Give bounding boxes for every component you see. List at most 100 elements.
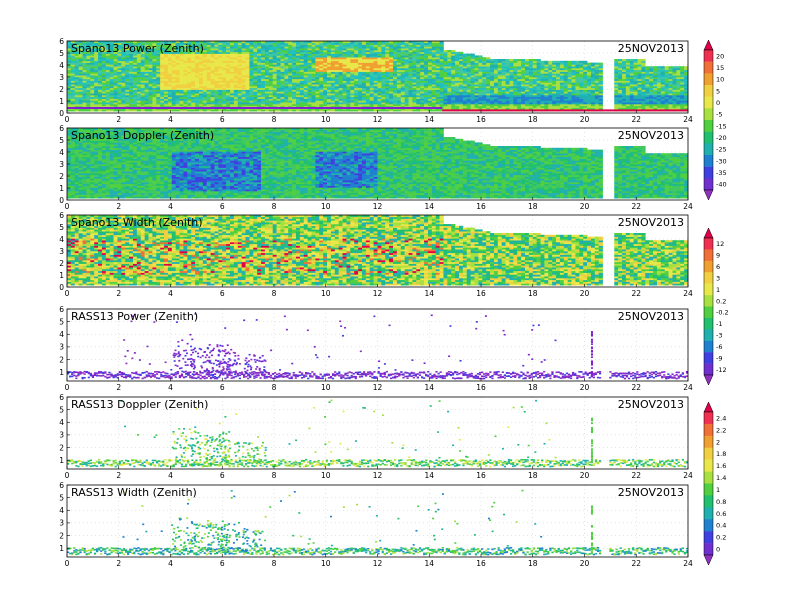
panel-title: Spano13 Width (Zenith): [71, 216, 203, 229]
colorbar-label: 3: [716, 274, 720, 282]
panel-title: RASS13 Power (Zenith): [71, 310, 198, 323]
grid: [67, 309, 688, 381]
grid: [67, 485, 688, 557]
colorbar-label: 0: [716, 99, 720, 107]
colorbar-label: -0.2: [716, 309, 729, 317]
y-tick-label: 1: [59, 456, 64, 465]
y-tick-label: 3: [59, 519, 64, 528]
y-tick-label: 3: [59, 73, 64, 82]
colorbar-label: 15: [716, 64, 724, 72]
colorbar-3: 2.4 2.2 2 1.8 1.6 1.4 1 0.8 0.6 0.4 0.2 0: [703, 401, 726, 566]
x-tick-label: 12: [373, 559, 383, 568]
colorbar-label: 2.2: [716, 426, 726, 434]
colorbar-swatch: [704, 249, 713, 262]
heatmap-cells: [67, 313, 689, 380]
x-tick-label: 0: [65, 115, 70, 124]
y-tick-label: 5: [59, 223, 64, 232]
y-tick-label: 2: [59, 355, 64, 364]
colorbar-label: 10: [716, 76, 724, 84]
x-tick-label: 2: [116, 115, 121, 124]
x-tick-label: 0: [65, 559, 70, 568]
colorbar-label: 0: [716, 546, 720, 554]
colorbar-swatch: [704, 459, 713, 472]
x-tick-label: 2: [116, 559, 121, 568]
colorbar-swatch: [704, 471, 713, 484]
colorbar-swatch: [704, 412, 713, 425]
y-tick-label: 3: [59, 343, 64, 352]
colorbar-label: 1.6: [716, 462, 726, 470]
y-tick-label: 4: [59, 330, 64, 339]
colorbar-swatch: [704, 543, 713, 556]
x-tick-label: 10: [321, 471, 331, 480]
x-tick-label: 14: [424, 289, 434, 298]
x-tick-label: 2: [116, 289, 121, 298]
x-tick-label: 2: [116, 471, 121, 480]
colorbar-label: 1: [716, 486, 720, 494]
colorbar-label: -30: [716, 157, 727, 165]
colorbar-label: 2.4: [716, 414, 726, 422]
x-tick-label: 16: [476, 202, 486, 211]
colorbar-label: 0.4: [716, 522, 726, 530]
colorbar-1: 20 15 10 5 0 -5 -15 -20 -25 -30 -35 -40: [703, 39, 727, 201]
panel-date: 25NOV2013: [618, 42, 684, 55]
x-tick-label: 6: [220, 202, 225, 211]
colorbar-label: -40: [716, 181, 727, 189]
y-tick-label: 6: [59, 305, 64, 314]
panel-date: 25NOV2013: [618, 216, 684, 229]
colorbar-swatch: [704, 120, 713, 132]
colorbar-label: 20: [716, 52, 724, 60]
y-tick-label: 6: [59, 37, 64, 46]
x-tick-label: 10: [321, 559, 331, 568]
y-tick-label: 2: [59, 443, 64, 452]
x-tick-label: 14: [424, 383, 434, 392]
y-tick-label: 4: [59, 148, 64, 157]
y-tick-label: 6: [59, 481, 64, 490]
colorbar-label: 0.8: [716, 498, 726, 506]
heatmap-cells: [67, 41, 689, 112]
x-tick-label: 24: [683, 115, 693, 124]
colorbar-arrow-top: [703, 401, 714, 413]
x-tick-label: 18: [528, 383, 538, 392]
x-tick-label: 12: [373, 289, 383, 298]
x-tick-label: 14: [424, 202, 434, 211]
x-tick-label: 8: [272, 289, 277, 298]
x-tick-label: 8: [272, 471, 277, 480]
x-tick-label: 18: [528, 289, 538, 298]
y-tick-label: 2: [59, 172, 64, 181]
y-tick-label: 3: [59, 247, 64, 256]
colorbar-label: -1: [716, 320, 722, 328]
x-tick-label: 16: [476, 471, 486, 480]
y-tick-label: 4: [59, 418, 64, 427]
colorbar-label: 1.4: [716, 474, 726, 482]
y-tick-label: 3: [59, 431, 64, 440]
colorbar-label: -3: [716, 332, 722, 340]
x-tick-label: 4: [168, 471, 173, 480]
x-tick-label: 14: [424, 115, 434, 124]
x-tick-label: 22: [631, 115, 641, 124]
x-tick-label: 22: [631, 289, 641, 298]
x-tick-label: 22: [631, 559, 641, 568]
colorbar-arrow-bottom: [703, 374, 714, 386]
x-tick-label: 10: [321, 202, 331, 211]
x-tick-label: 22: [631, 383, 641, 392]
x-tick-label: 14: [424, 471, 434, 480]
x-tick-label: 20: [580, 471, 590, 480]
colorbar-swatch: [704, 507, 713, 520]
colorbar-swatch: [704, 495, 713, 508]
heatmap-cells: [67, 399, 689, 468]
x-tick-label: 18: [528, 559, 538, 568]
y-tick-label: 5: [59, 317, 64, 326]
panel-title: RASS13 Doppler (Zenith): [71, 398, 208, 411]
colorbar-label: -5: [716, 111, 722, 119]
x-tick-label: 0: [65, 202, 70, 211]
x-tick-label: 22: [631, 202, 641, 211]
colorbar-swatch: [704, 423, 713, 437]
x-tick-label: 6: [220, 559, 225, 568]
panel-date: 25NOV2013: [618, 486, 684, 499]
colorbar-label: 5: [716, 87, 720, 95]
x-tick-label: 24: [683, 289, 693, 298]
y-tick-label: 5: [59, 49, 64, 58]
